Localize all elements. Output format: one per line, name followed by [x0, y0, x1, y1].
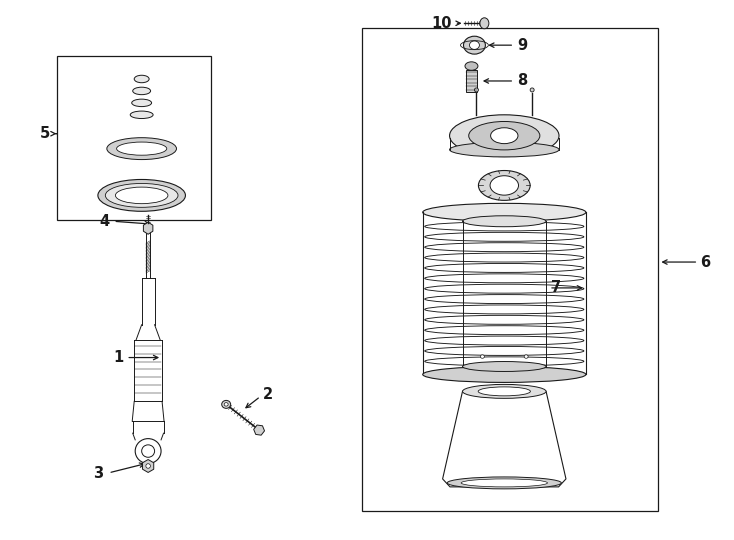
Ellipse shape	[449, 143, 559, 157]
Ellipse shape	[130, 111, 153, 119]
Text: 5: 5	[40, 126, 50, 141]
Text: 2: 2	[263, 387, 272, 402]
Text: 6: 6	[700, 254, 711, 269]
Polygon shape	[443, 392, 566, 487]
Ellipse shape	[530, 88, 534, 92]
Ellipse shape	[474, 88, 479, 92]
Ellipse shape	[423, 204, 586, 221]
Polygon shape	[254, 425, 264, 435]
Text: 7: 7	[551, 280, 562, 295]
Ellipse shape	[135, 438, 161, 463]
Text: 10: 10	[431, 16, 451, 31]
Ellipse shape	[224, 403, 228, 406]
Text: 4: 4	[99, 214, 109, 229]
Ellipse shape	[479, 171, 530, 200]
Ellipse shape	[107, 138, 176, 160]
Ellipse shape	[222, 400, 230, 408]
Ellipse shape	[463, 36, 485, 54]
Ellipse shape	[465, 62, 478, 70]
Bar	[57, 56, 211, 220]
Bar	[466, 70, 477, 92]
Ellipse shape	[449, 115, 559, 157]
Ellipse shape	[117, 142, 167, 155]
Ellipse shape	[133, 87, 150, 94]
Ellipse shape	[480, 18, 489, 29]
Polygon shape	[142, 460, 153, 472]
Ellipse shape	[524, 355, 528, 359]
Ellipse shape	[462, 361, 546, 372]
Ellipse shape	[134, 75, 149, 83]
Ellipse shape	[447, 477, 562, 489]
Ellipse shape	[106, 184, 178, 207]
Ellipse shape	[462, 216, 546, 227]
Text: 9: 9	[517, 38, 527, 53]
Ellipse shape	[490, 128, 518, 144]
Text: 3: 3	[93, 467, 103, 482]
Ellipse shape	[462, 384, 546, 399]
Ellipse shape	[461, 479, 548, 487]
Text: 8: 8	[517, 73, 528, 89]
Ellipse shape	[478, 387, 531, 396]
Ellipse shape	[131, 99, 152, 106]
Text: 1: 1	[113, 350, 123, 365]
Ellipse shape	[490, 176, 518, 195]
Ellipse shape	[146, 464, 150, 468]
Ellipse shape	[142, 445, 155, 457]
Ellipse shape	[469, 122, 539, 150]
Ellipse shape	[115, 187, 168, 204]
Ellipse shape	[481, 355, 484, 359]
Ellipse shape	[423, 367, 586, 382]
Ellipse shape	[470, 41, 479, 49]
Bar	[362, 28, 658, 511]
Polygon shape	[143, 222, 153, 234]
Ellipse shape	[98, 179, 186, 211]
